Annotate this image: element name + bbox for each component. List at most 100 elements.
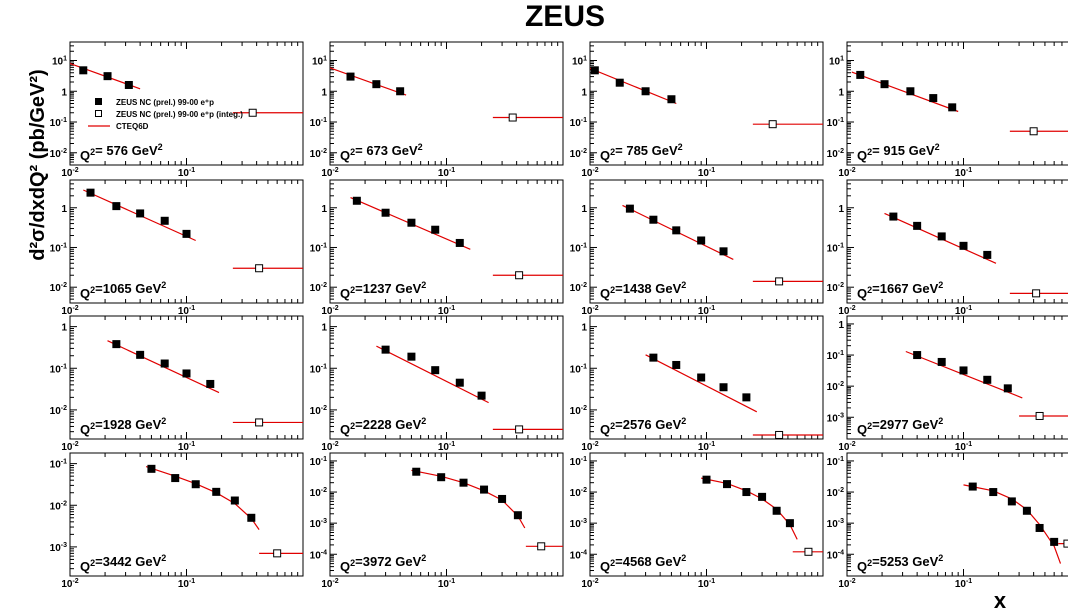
y-tick-label: 10-2 [570,405,587,417]
integrated-point [255,264,264,273]
y-tick-label: 10-1 [50,459,67,471]
x-tick-label: 10-1 [178,305,195,317]
data-point [431,225,440,234]
q2-label: Q2=1667 GeV2 [857,280,943,301]
y-tick-label: 10-1 [827,350,844,362]
integrated-point [273,549,282,558]
data-point [124,80,133,89]
data-point [407,218,416,227]
panel-plot-area [376,345,563,434]
data-point [477,391,486,400]
y-tick-label: 10-1 [827,242,844,254]
q2-label: Q2=1237 GeV2 [340,280,426,301]
y-tick-label: 101 [52,56,67,68]
data-point [407,352,416,361]
q2-label: Q2=2977 GeV2 [857,416,943,437]
panel-12: 10-2 10-1 10-3 10-2 10-1 1 Q2=2977 GeV2 [827,315,1068,453]
data-point [937,357,946,366]
x-tick-label: 10-1 [438,305,455,317]
x-tick-label: 10-2 [838,441,855,453]
data-point [160,359,169,368]
data-point [160,216,169,225]
panel-plot-area [622,204,823,286]
y-tick-label: 10-1 [570,363,587,375]
theory-curve [851,71,959,113]
x-tick-label: 10-2 [321,441,338,453]
y-tick-label: 101 [312,56,327,68]
x-tick-label: 10-2 [838,578,855,590]
data-point [772,506,781,515]
q2-label: Q2=5253 GeV2 [857,553,943,574]
data-point [672,226,681,235]
x-tick-label: 10-1 [438,441,455,453]
data-point [1050,537,1059,546]
data-point [929,94,938,103]
data-point [983,375,992,384]
data-point [480,485,489,494]
x-tick-label: 10-1 [955,167,972,179]
panel-13: 10-2 10-1 10-3 10-2 10-1 Q2=3442 GeV2 [50,452,304,590]
y-tick-label: 10-3 [827,518,844,530]
q2-label: Q2= 673 GeV2 [340,142,423,163]
y-tick-label: 10-1 [827,456,844,468]
data-point [455,378,464,387]
panel-5: 10-2 10-1 10-2 10-1 1 Q2=1065 GeV2 [50,179,304,317]
q2-label: Q2=1438 GeV2 [600,280,686,301]
y-tick-label: 1 [581,87,587,98]
data-point [206,379,215,388]
data-point [455,238,464,247]
panel-14: 10-2 10-1 10-4 10-3 10-2 10-1 Q2=3972 GeV2 [310,452,564,590]
y-tick-label: 10-1 [50,242,67,254]
y-tick-label: 1 [838,320,844,331]
y-tick-label: 10-3 [827,412,844,424]
y-tick-label: 10-2 [50,405,67,417]
panel-6: 10-2 10-1 10-2 10-1 1 Q2=1237 GeV2 [310,179,564,317]
panel-3: 10-2 10-1 10-2 10-1 1 101 Q2= 785 GeV2 [570,41,824,179]
data-point [147,464,156,473]
x-tick-label: 10-2 [321,578,338,590]
q2-label: Q2=2228 GeV2 [340,416,426,437]
data-point [913,351,922,360]
data-point [381,345,390,354]
y-tick-label: 10-4 [827,549,844,561]
theory-curve [145,466,260,530]
y-tick-label: 10-4 [570,549,587,561]
panel-frame [846,452,1068,577]
panel-plot-area [107,340,303,427]
y-tick-label: 10-2 [310,148,327,160]
panel-plot-area [350,196,563,280]
y-tick-label: 1 [321,323,327,334]
y-axis-title: d²σ/dxdQ² (pb/GeV²) [27,69,49,260]
integrated-point [515,271,524,280]
y-tick-label: 10-1 [310,456,327,468]
y-tick-label: 1 [838,87,844,98]
theory-curve [330,67,407,96]
panel-10: 10-2 10-1 10-2 10-1 1 Q2=2228 GeV2 [310,315,564,453]
panel-7: 10-2 10-1 10-2 10-1 1 Q2=1438 GeV2 [570,179,824,317]
y-tick-label: 10-1 [827,117,844,129]
x-tick-label: 10-1 [698,441,715,453]
panel-plot-area [145,464,303,558]
data-point [785,519,794,528]
integrated-point [804,547,813,556]
y-tick-label: 1 [61,323,67,334]
data-point [86,188,95,197]
data-point [191,480,200,489]
q2-label: Q2=1928 GeV2 [80,416,166,437]
y-tick-label: 10-1 [50,363,67,375]
y-tick-label: 10-1 [50,117,67,129]
legend-label: CTEQ6D [116,122,149,131]
x-tick-label: 10-1 [438,167,455,179]
data-point [171,474,180,483]
y-tick-label: 10-1 [570,242,587,254]
y-tick-label: 1 [321,87,327,98]
data-point [112,340,121,349]
data-point [742,488,751,497]
integrated-point [1032,289,1041,298]
data-point [1007,497,1016,506]
legend-filled-square [95,98,102,105]
data-point [103,72,112,81]
panel-plot-area [851,70,1068,136]
x-tick-label: 10-1 [698,167,715,179]
data-point [742,393,751,402]
